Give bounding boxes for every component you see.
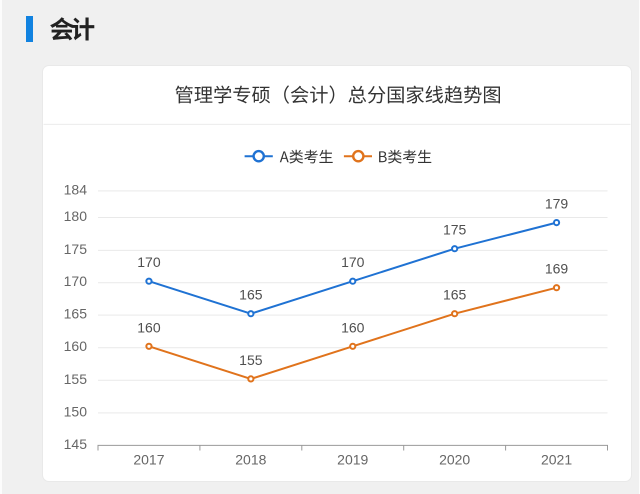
- svg-text:169: 169: [545, 261, 569, 277]
- svg-text:2018: 2018: [235, 451, 266, 467]
- svg-text:165: 165: [239, 287, 263, 303]
- svg-text:155: 155: [64, 371, 88, 387]
- svg-text:165: 165: [443, 287, 467, 303]
- svg-text:179: 179: [545, 196, 569, 212]
- svg-text:160: 160: [137, 319, 161, 335]
- svg-text:175: 175: [64, 241, 88, 257]
- svg-text:160: 160: [64, 338, 88, 354]
- svg-text:2019: 2019: [337, 451, 368, 467]
- svg-text:170: 170: [341, 254, 365, 270]
- svg-text:170: 170: [64, 273, 88, 289]
- svg-text:165: 165: [64, 306, 88, 322]
- svg-text:184: 184: [64, 181, 88, 197]
- svg-text:175: 175: [443, 222, 467, 238]
- svg-text:150: 150: [64, 403, 88, 419]
- svg-text:180: 180: [64, 208, 88, 224]
- svg-text:160: 160: [341, 319, 365, 335]
- svg-text:2017: 2017: [133, 451, 164, 467]
- svg-text:145: 145: [64, 436, 88, 452]
- svg-text:155: 155: [239, 352, 263, 368]
- svg-text:2020: 2020: [439, 451, 470, 467]
- svg-text:2021: 2021: [541, 451, 572, 467]
- svg-text:170: 170: [137, 254, 161, 270]
